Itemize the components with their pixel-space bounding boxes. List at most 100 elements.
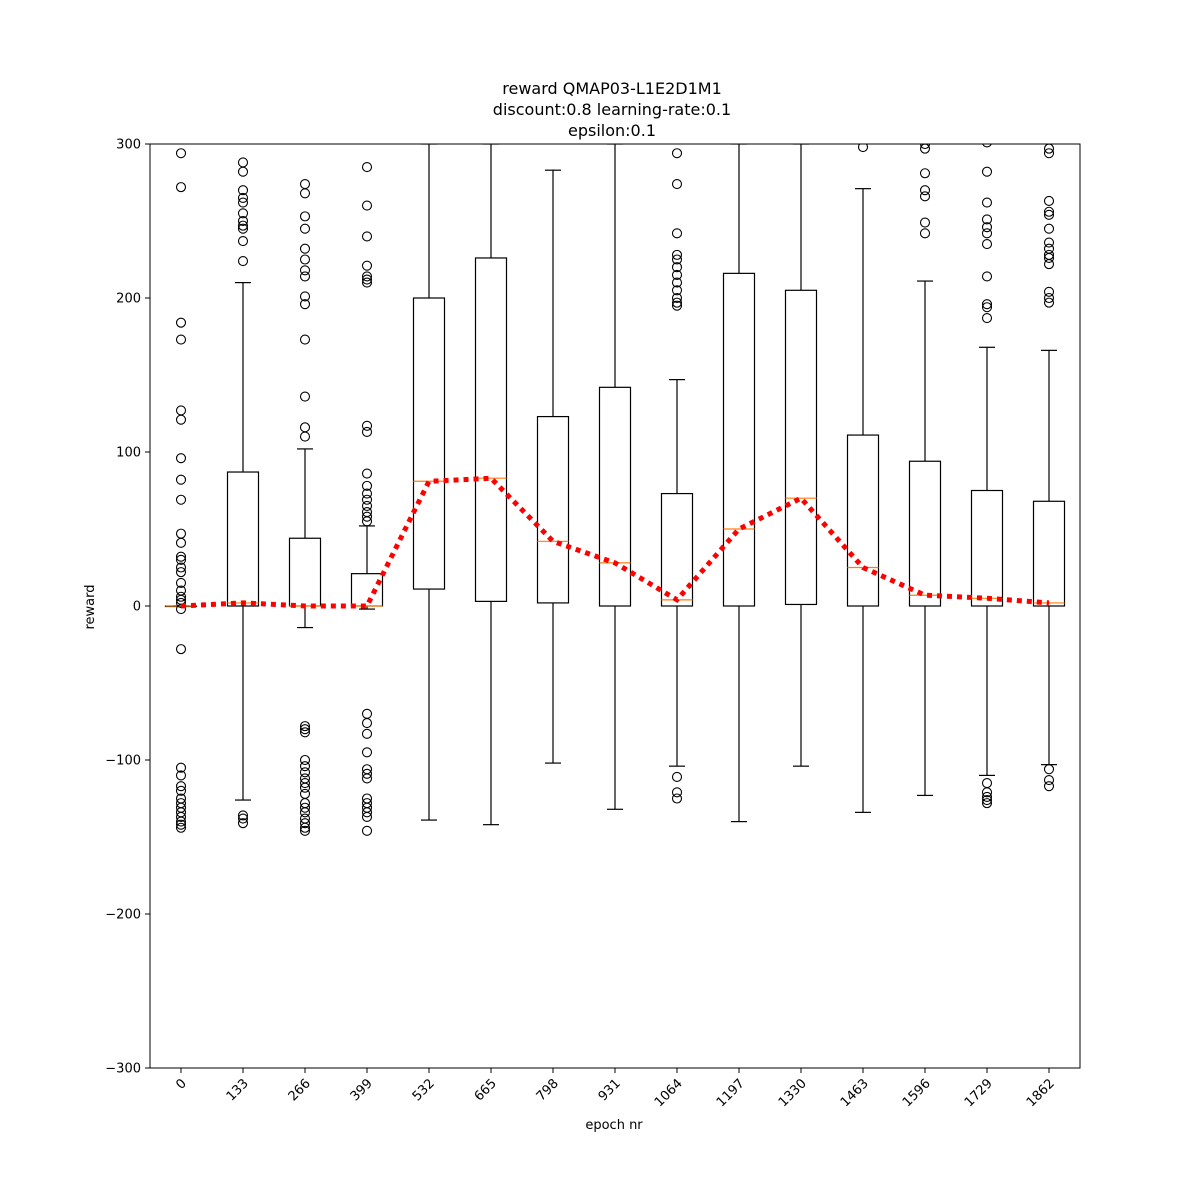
outlier-point [671,297,683,308]
outlier-point [1043,252,1055,264]
outlier-point [1043,223,1055,234]
box-1862 [1032,144,1066,792]
outlier-point [299,778,311,789]
outlier-point [299,431,311,442]
outlier-point [299,391,311,402]
outlier-point [1043,774,1055,786]
box-798 [536,169,570,764]
outlier-point [981,197,993,208]
outlier-point [299,211,311,222]
outlier-point [175,644,187,655]
outlier-point [299,761,311,772]
median-trend-line [180,475,1050,609]
box-iqr [226,471,260,607]
outlier-point [1043,764,1055,775]
outlier-point [361,500,373,511]
box-399 [350,162,384,836]
outlier-point [237,208,249,219]
box-1463 [846,144,880,813]
outlier-point [299,243,311,254]
outlier-point [361,728,373,739]
outlier-point [981,166,993,177]
chart-title-line-3: epsilon:0.1 [568,121,656,140]
outlier-point [361,426,373,438]
outlier-point [361,511,373,522]
box-iqr [412,297,446,590]
outlier-point [361,747,373,758]
box-665 [474,144,508,826]
outlier-point [361,420,373,431]
outlier-point [175,537,187,548]
outlier-point [1043,148,1055,159]
box-iqr [846,434,880,607]
outlier-point [361,480,373,491]
outlier-point [361,516,373,527]
outlier-point [237,255,249,267]
outlier-point [671,228,683,239]
y-axis-label: reward [83,584,98,629]
outlier-point [981,798,993,809]
outlier-point [361,468,373,479]
outlier-point [237,810,249,821]
outlier-point [671,262,683,273]
outlier-point [299,825,311,836]
outlier-point [237,235,249,247]
outlier-point [175,148,187,159]
box-1596 [908,144,942,797]
outlier-point [237,223,249,234]
y-tick-label: −200 [105,908,141,923]
outlier-point [237,215,249,227]
outlier-point [299,254,311,265]
outlier-point [361,271,373,282]
outlier-point [175,816,187,827]
outlier-point [361,773,373,784]
outlier-point [919,144,931,150]
outlier-point [981,222,993,233]
outlier-point [299,291,311,302]
box-group [164,144,1066,836]
outlier-point [175,811,187,823]
outlier-point [299,223,311,234]
box-1330 [784,144,818,767]
box-iqr [536,415,570,604]
outlier-point [237,818,249,829]
outlier-point [981,302,993,313]
box-133 [226,157,260,829]
outlier-point [1043,209,1055,220]
outlier-point [671,787,683,798]
outlier-point [237,185,249,196]
outlier-point [671,148,683,159]
box-931 [598,144,632,810]
outlier-point [671,300,683,311]
box-iqr [784,289,818,606]
box-iqr [474,257,508,602]
outlier-point [237,166,249,177]
box-532 [412,144,446,821]
outlier-point [299,299,311,310]
outlier-point [299,188,311,199]
outlier-point [299,754,311,766]
outlier-point [299,271,311,282]
outlier-point [175,785,187,796]
outlier-point [175,317,187,328]
y-tick-label: 0 [133,600,141,615]
outlier-point [175,567,187,578]
box-0 [164,148,198,833]
outlier-point [1043,286,1055,297]
outlier-point [919,217,931,228]
outlier-point [175,819,187,830]
outlier-point [671,277,683,288]
outlier-point [919,185,931,196]
outlier-point [1043,259,1055,270]
outlier-point [299,724,311,735]
outlier-point [175,781,187,792]
outlier-point [299,265,311,276]
outlier-point [671,178,683,190]
outlier-point [299,727,311,738]
outlier-point [361,162,373,173]
outlier-point [671,269,683,280]
outlier-point [981,228,993,239]
outlier-point [175,453,187,464]
y-tick-label: −300 [105,1062,141,1077]
